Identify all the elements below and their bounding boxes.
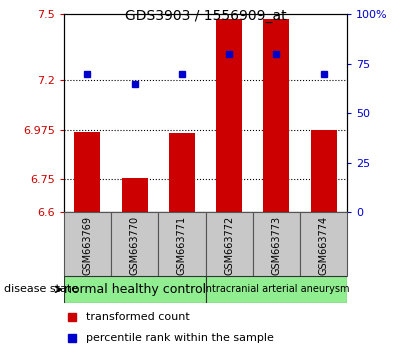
- FancyBboxPatch shape: [64, 276, 206, 303]
- FancyBboxPatch shape: [253, 212, 300, 276]
- FancyBboxPatch shape: [158, 212, 206, 276]
- Text: intracranial arterial aneurysm: intracranial arterial aneurysm: [203, 284, 350, 295]
- Text: GSM663774: GSM663774: [319, 216, 329, 275]
- FancyBboxPatch shape: [206, 276, 347, 303]
- Bar: [169, 133, 195, 212]
- Text: GSM663771: GSM663771: [177, 216, 187, 275]
- Text: GSM663769: GSM663769: [82, 216, 92, 275]
- FancyBboxPatch shape: [206, 212, 253, 276]
- FancyBboxPatch shape: [300, 212, 347, 276]
- Text: normal healthy control: normal healthy control: [64, 283, 206, 296]
- Bar: [122, 178, 148, 212]
- FancyBboxPatch shape: [111, 212, 158, 276]
- Text: percentile rank within the sample: percentile rank within the sample: [86, 332, 274, 343]
- FancyBboxPatch shape: [64, 212, 111, 276]
- Text: disease state: disease state: [4, 284, 78, 295]
- Bar: [311, 130, 337, 212]
- Text: transformed count: transformed count: [86, 312, 190, 322]
- Bar: [216, 18, 242, 212]
- Text: GSM663773: GSM663773: [271, 216, 282, 275]
- Bar: [263, 18, 289, 212]
- Text: GSM663770: GSM663770: [129, 216, 140, 275]
- Bar: [74, 132, 100, 212]
- Text: GDS3903 / 1556909_at: GDS3903 / 1556909_at: [125, 9, 286, 23]
- Text: GSM663772: GSM663772: [224, 216, 234, 275]
